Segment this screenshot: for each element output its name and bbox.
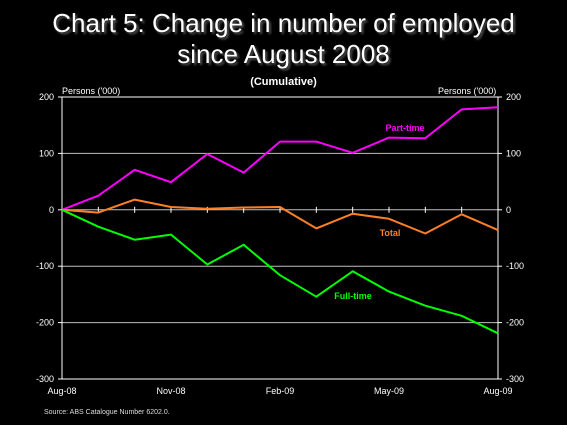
y-tick-label-left: 0 <box>49 205 54 215</box>
series-line-total <box>61 198 499 235</box>
y-tick-label-right: 200 <box>506 92 521 102</box>
series-lines <box>61 106 499 335</box>
series-label-part-time: Part-time <box>385 123 424 133</box>
y-axis-unit-right: Persons ('000) <box>438 86 497 96</box>
y-tick-label-right: -100 <box>506 261 524 271</box>
x-tick-label: Nov-08 <box>156 386 185 396</box>
series-label-total: Total <box>380 228 401 238</box>
chart-title-line1: Chart 5: Change in number of employed <box>52 8 515 38</box>
chart-title: Chart 5: Change in number of employed si… <box>0 8 567 70</box>
y-axis-unit-left: Persons ('000) <box>62 86 121 96</box>
chart-subtitle: (Cumulative) <box>250 76 317 88</box>
x-tick-label: Aug-08 <box>47 386 76 396</box>
y-tick-label-left: 100 <box>39 148 54 158</box>
y-tick-label-left: -300 <box>36 374 54 384</box>
source-note: Source: ABS Catalogue Number 6202.0. <box>44 409 170 416</box>
axes: 200 200 100 100 0 0 -100 -100 -200 -200 -300 -300 Au… <box>36 92 524 396</box>
y-tick-label-right: -200 <box>506 318 524 328</box>
y-tick-label-left: -200 <box>36 318 54 328</box>
y-tick-label-left: -100 <box>36 261 54 271</box>
x-tick-label: Aug-09 <box>483 386 512 396</box>
y-tick-label-left: 200 <box>39 92 54 102</box>
series-line-full-time <box>61 208 499 335</box>
chart-title-line2: since August 2008 <box>177 39 390 69</box>
y-tick-label-right: -300 <box>506 374 524 384</box>
x-tick-label: May-09 <box>374 386 404 396</box>
series-label-full-time: Full-time <box>334 291 372 301</box>
x-tick-label: Feb-09 <box>266 386 295 396</box>
y-tick-label-right: 100 <box>506 148 521 158</box>
plot-frame <box>61 96 499 380</box>
series-labels: Part-time Total Full-time <box>334 123 424 301</box>
series-line-part-time <box>61 106 499 211</box>
y-tick-label-right: 0 <box>506 205 511 215</box>
